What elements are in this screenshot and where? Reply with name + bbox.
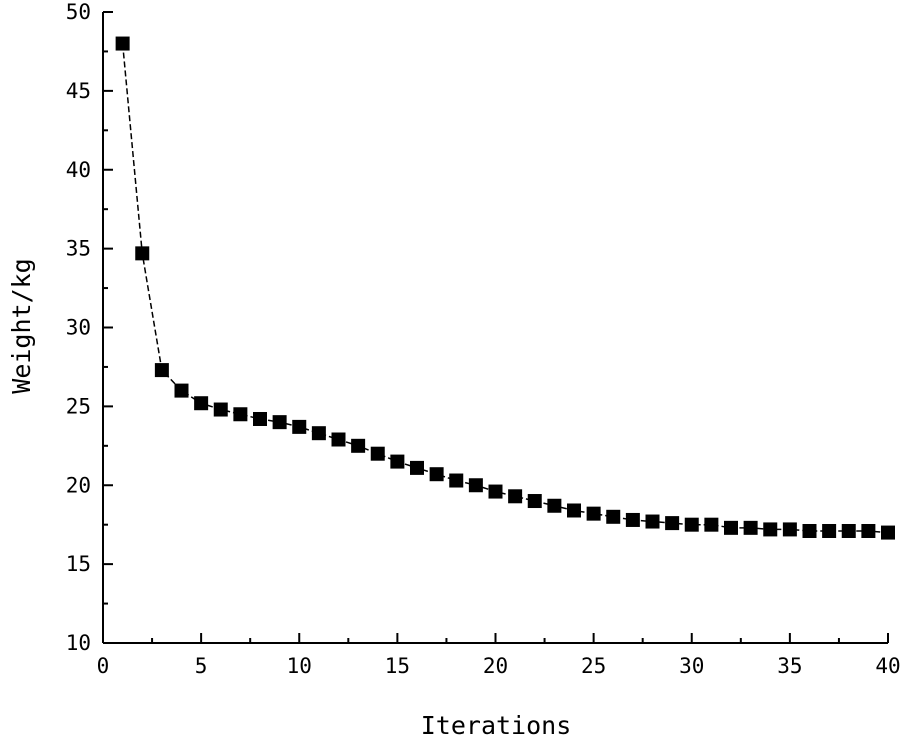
y-tick-label: 20 — [66, 473, 91, 497]
axes: 0 5 10 15 20 25 30 35 40 10 15 20 25 30 35 40 45 50 — [66, 0, 901, 678]
y-tick-label: 15 — [66, 552, 91, 576]
data-point — [645, 514, 660, 529]
data-point — [351, 438, 366, 453]
data-point — [841, 523, 856, 538]
data-point — [194, 396, 209, 411]
data-point — [763, 522, 778, 537]
data-point — [135, 246, 150, 261]
x-tick-label: 40 — [875, 654, 900, 678]
data-point — [704, 517, 719, 532]
x-tick-label: 30 — [679, 654, 704, 678]
y-axis-title: Weight/kg — [7, 258, 36, 393]
data-point — [625, 512, 640, 527]
data-point — [449, 473, 464, 488]
y-tick-label: 30 — [66, 316, 91, 340]
data-point — [508, 489, 523, 504]
data-point — [213, 402, 228, 417]
data-point — [174, 383, 189, 398]
data-point — [115, 36, 130, 51]
data-point — [743, 520, 758, 535]
data-point — [154, 363, 169, 378]
data-point — [331, 432, 346, 447]
data-point — [822, 523, 837, 538]
x-tick-label: 5 — [195, 654, 208, 678]
data-point — [311, 426, 326, 441]
y-tick-label: 10 — [66, 631, 91, 655]
data-point — [547, 498, 562, 513]
data-point — [468, 478, 483, 493]
data-point — [802, 523, 817, 538]
y-tick-label: 50 — [66, 0, 91, 24]
y-tick-label: 25 — [66, 394, 91, 418]
data-point — [272, 415, 287, 430]
data-point — [410, 460, 424, 475]
data-point — [606, 509, 621, 524]
x-tick-label: 35 — [777, 654, 802, 678]
data-point — [586, 506, 601, 521]
y-tick-label: 35 — [66, 237, 91, 261]
series-line — [121, 43, 889, 534]
data-point — [684, 517, 699, 532]
series-layer — [115, 36, 895, 540]
x-tick-label: 25 — [581, 654, 606, 678]
x-tick-label: 0 — [97, 654, 110, 678]
data-point — [390, 454, 405, 469]
y-tick-label: 40 — [66, 158, 91, 182]
x-tick-label: 15 — [385, 654, 410, 678]
data-point — [292, 419, 307, 434]
data-point — [429, 467, 444, 482]
data-point — [782, 522, 797, 537]
x-tick-label: 20 — [483, 654, 508, 678]
data-point — [233, 407, 248, 422]
data-point — [665, 516, 680, 531]
x-axis-title: Iterations — [421, 711, 572, 740]
data-point — [488, 484, 503, 499]
data-point — [861, 523, 876, 538]
data-point — [527, 494, 542, 509]
data-point — [724, 520, 738, 535]
y-tick-label: 45 — [66, 79, 91, 103]
data-point — [253, 411, 267, 426]
data-point — [370, 446, 385, 461]
data-point — [881, 525, 895, 540]
data-point — [567, 503, 581, 518]
x-tick-label: 10 — [287, 654, 312, 678]
